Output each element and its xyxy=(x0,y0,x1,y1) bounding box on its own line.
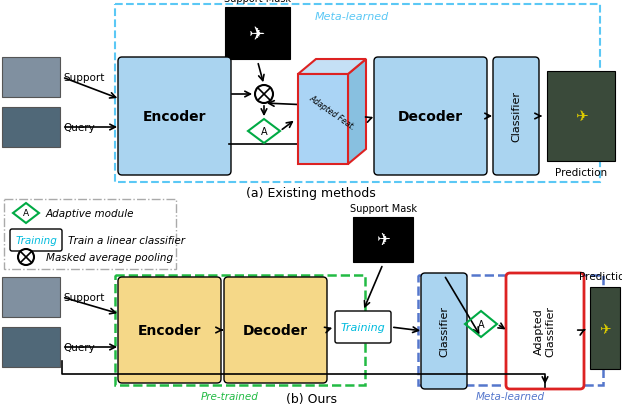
Text: ✈: ✈ xyxy=(599,321,611,335)
Text: Classifier: Classifier xyxy=(511,91,521,142)
Text: Prediction: Prediction xyxy=(579,271,622,281)
Text: ✈: ✈ xyxy=(575,109,587,124)
Text: Meta-learned: Meta-learned xyxy=(476,391,545,401)
Text: A: A xyxy=(261,127,267,136)
Text: Support: Support xyxy=(63,73,104,83)
Text: Meta-learned: Meta-learned xyxy=(315,12,389,22)
FancyBboxPatch shape xyxy=(10,230,62,252)
Text: (b) Ours: (b) Ours xyxy=(285,392,337,405)
Text: Train a linear classifier: Train a linear classifier xyxy=(68,235,185,245)
Circle shape xyxy=(255,86,273,104)
Text: Encoder: Encoder xyxy=(143,110,207,124)
Bar xyxy=(2,58,60,98)
Text: Support Mask: Support Mask xyxy=(350,203,417,213)
Text: Decoder: Decoder xyxy=(398,110,463,124)
Text: Training: Training xyxy=(15,235,57,245)
Bar xyxy=(115,275,365,385)
Text: Adapted
Classifier: Adapted Classifier xyxy=(534,306,556,357)
FancyBboxPatch shape xyxy=(421,273,467,389)
Text: Adaptive module: Adaptive module xyxy=(46,209,134,218)
Text: Decoder: Decoder xyxy=(243,323,308,337)
Bar xyxy=(2,327,60,367)
FancyBboxPatch shape xyxy=(118,58,231,175)
FancyBboxPatch shape xyxy=(335,311,391,343)
Text: Masked average pooling: Masked average pooling xyxy=(46,252,173,262)
Circle shape xyxy=(18,249,34,265)
Text: Support: Support xyxy=(63,292,104,302)
FancyBboxPatch shape xyxy=(493,58,539,175)
Bar xyxy=(418,275,603,385)
Polygon shape xyxy=(298,60,366,75)
Bar xyxy=(590,287,620,369)
Polygon shape xyxy=(348,60,366,164)
FancyBboxPatch shape xyxy=(506,273,584,389)
Text: Encoder: Encoder xyxy=(137,323,202,337)
FancyBboxPatch shape xyxy=(118,277,221,383)
Text: Training: Training xyxy=(341,322,386,332)
Bar xyxy=(2,277,60,317)
Text: (a) Existing methods: (a) Existing methods xyxy=(246,187,376,200)
Bar xyxy=(353,217,413,262)
Bar xyxy=(115,5,600,183)
Polygon shape xyxy=(298,75,348,164)
Bar xyxy=(2,108,60,148)
Text: ✈: ✈ xyxy=(376,231,390,249)
Text: Support Mask: Support Mask xyxy=(224,0,291,4)
Text: A: A xyxy=(478,319,485,329)
Bar xyxy=(225,8,290,60)
Text: ✈: ✈ xyxy=(249,24,266,43)
FancyBboxPatch shape xyxy=(374,58,487,175)
FancyBboxPatch shape xyxy=(224,277,327,383)
Bar xyxy=(547,72,615,162)
Text: Query: Query xyxy=(63,123,95,133)
Text: Prediction: Prediction xyxy=(555,168,607,177)
Bar xyxy=(4,200,176,269)
Text: Classifier: Classifier xyxy=(439,306,449,357)
Text: A: A xyxy=(23,209,29,218)
Text: Pre-trained: Pre-trained xyxy=(201,391,259,401)
Text: Adapted Feat.: Adapted Feat. xyxy=(307,93,356,131)
Text: Query: Query xyxy=(63,342,95,352)
